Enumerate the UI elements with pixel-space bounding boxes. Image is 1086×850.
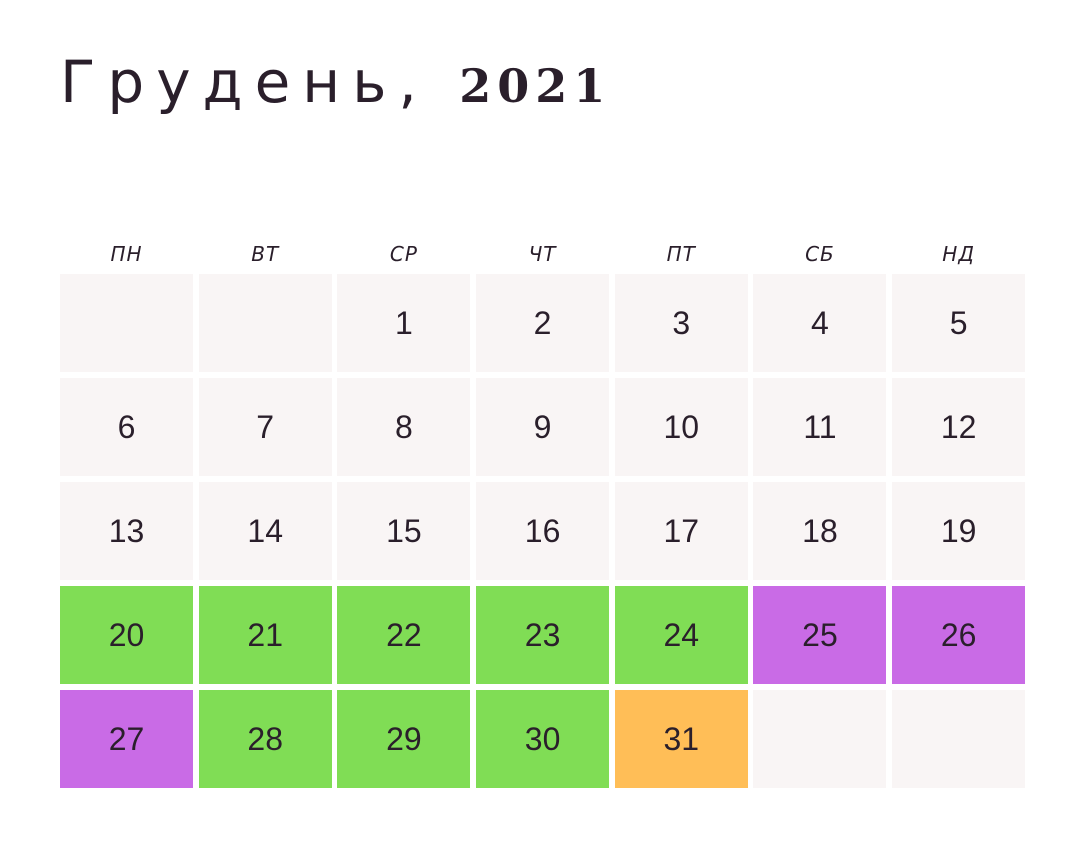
day-cell[interactable]: 10: [614, 378, 748, 476]
day-cell[interactable]: 28: [198, 690, 332, 788]
day-cell[interactable]: 18: [753, 482, 887, 580]
page-title: Грудень, 2021: [60, 48, 611, 116]
year-label: 2021: [459, 59, 612, 113]
empty-cell: [753, 690, 887, 788]
month-label: Грудень,: [60, 48, 429, 116]
day-cell[interactable]: 31: [614, 690, 748, 788]
day-cell[interactable]: 22: [337, 586, 471, 684]
day-cell[interactable]: 12: [892, 378, 1026, 476]
day-cell[interactable]: 20: [60, 586, 193, 684]
day-cell[interactable]: 5: [892, 274, 1026, 372]
day-cell[interactable]: 17: [614, 482, 748, 580]
day-cell[interactable]: 6: [60, 378, 193, 476]
day-cell[interactable]: 7: [198, 378, 332, 476]
day-cell[interactable]: 21: [198, 586, 332, 684]
empty-cell: [892, 690, 1026, 788]
day-cell[interactable]: 19: [892, 482, 1026, 580]
day-cell[interactable]: 30: [476, 690, 610, 788]
weekday-label: ПТ: [666, 242, 696, 266]
day-cell[interactable]: 26: [892, 586, 1026, 684]
calendar-grid: 1 2 3 4 5 6 7 8 9 10 11 12 13 14 15 16 17 18 19 20 21 22 23 24 2…: [60, 274, 1026, 788]
empty-cell: [198, 274, 332, 372]
weekday-label: ЧТ: [528, 242, 557, 266]
day-cell[interactable]: 11: [753, 378, 887, 476]
day-cell[interactable]: 15: [337, 482, 471, 580]
day-cell[interactable]: 24: [614, 586, 748, 684]
day-cell[interactable]: 3: [614, 274, 748, 372]
day-cell[interactable]: 27: [60, 690, 193, 788]
day-cell[interactable]: 4: [753, 274, 887, 372]
weekday-label: НД: [942, 242, 975, 266]
weekday-label: СР: [389, 242, 418, 266]
day-cell[interactable]: 9: [476, 378, 610, 476]
day-cell[interactable]: 16: [476, 482, 610, 580]
day-cell[interactable]: 29: [337, 690, 471, 788]
day-cell[interactable]: 25: [753, 586, 887, 684]
day-cell[interactable]: 13: [60, 482, 193, 580]
day-cell[interactable]: 23: [476, 586, 610, 684]
day-cell[interactable]: 8: [337, 378, 471, 476]
day-cell[interactable]: 14: [198, 482, 332, 580]
weekday-label: ВТ: [251, 242, 280, 266]
weekday-header: ПН ВТ СР ЧТ ПТ СБ НД: [60, 242, 1025, 266]
empty-cell: [60, 274, 193, 372]
weekday-label: ПН: [110, 242, 143, 266]
day-cell[interactable]: 1: [337, 274, 471, 372]
day-cell[interactable]: 2: [476, 274, 610, 372]
weekday-label: СБ: [805, 242, 835, 266]
